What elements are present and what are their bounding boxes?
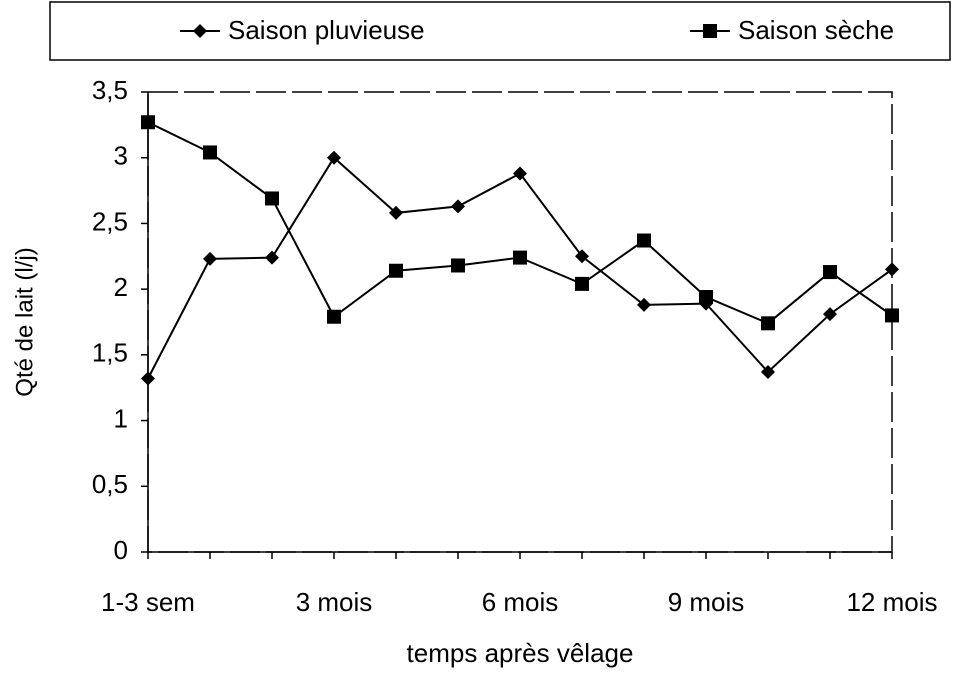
data-point <box>141 371 155 386</box>
x-tick-label: 6 mois <box>482 587 559 617</box>
data-point <box>823 307 837 322</box>
data-point <box>513 250 527 265</box>
data-point <box>265 250 279 265</box>
data-point <box>637 297 651 312</box>
y-tick-label: 1 <box>114 403 128 433</box>
legend-marker <box>193 24 207 38</box>
y-axis-title: Qté de lait (l/j) <box>11 247 38 396</box>
legend-label: Saison sèche <box>738 15 894 45</box>
data-point <box>451 258 465 273</box>
data-point <box>575 249 589 264</box>
y-tick-label: 0,5 <box>92 469 128 499</box>
data-point <box>265 191 279 206</box>
legend-label: Saison pluvieuse <box>228 15 425 45</box>
data-point <box>575 276 589 291</box>
y-tick-label: 0 <box>114 535 128 565</box>
data-point <box>451 199 465 214</box>
y-tick-label: 2 <box>114 272 128 302</box>
y-tick-label: 2,5 <box>92 206 128 236</box>
data-point <box>637 233 651 248</box>
data-point <box>327 150 341 165</box>
x-tick-label: 12 mois <box>846 587 937 617</box>
data-point <box>885 262 899 277</box>
data-point <box>823 265 837 280</box>
y-tick-label: 3 <box>114 141 128 171</box>
x-tick-label: 9 mois <box>668 587 745 617</box>
y-tick-label: 3,5 <box>92 75 128 105</box>
series-line <box>147 121 893 325</box>
plot-area <box>147 91 893 553</box>
data-point <box>699 290 713 305</box>
x-tick-label: 3 mois <box>296 587 373 617</box>
series-line <box>147 156 893 379</box>
data-point <box>761 364 775 379</box>
legend-marker <box>703 24 717 38</box>
data-point <box>761 316 775 331</box>
legend-box <box>49 1 951 61</box>
data-point <box>203 145 217 160</box>
x-tick-label: 1-3 sem <box>101 587 195 617</box>
x-axis-title: temps après vêlage <box>407 638 634 668</box>
data-point <box>389 205 403 220</box>
data-point <box>389 263 403 278</box>
data-point <box>513 166 527 181</box>
data-point <box>327 309 341 324</box>
y-tick-label: 1,5 <box>92 338 128 368</box>
data-point <box>141 115 155 130</box>
data-point <box>885 308 899 323</box>
data-point <box>203 251 217 266</box>
